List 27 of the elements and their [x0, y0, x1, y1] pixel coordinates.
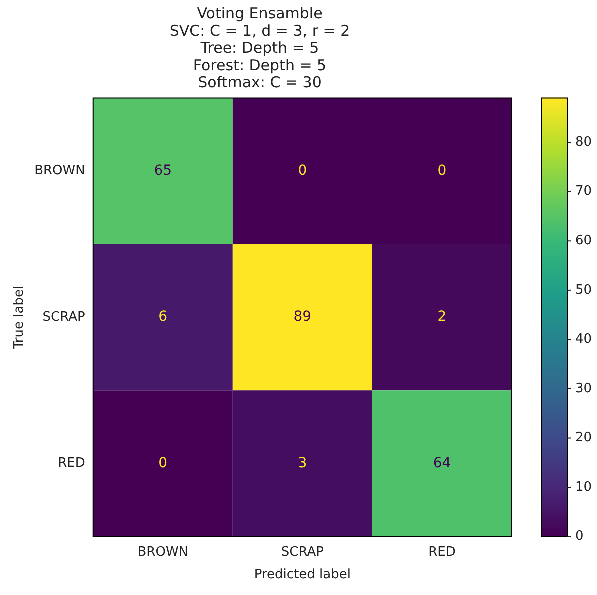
y-tick-label: SCRAP	[42, 310, 86, 325]
color-bar-label: 50	[576, 282, 592, 298]
x-tick-label: RED	[428, 544, 456, 560]
y-tick-label: RED	[58, 456, 86, 472]
x-tick-label: SCRAP	[281, 544, 324, 560]
data-label: 3	[298, 455, 308, 472]
color-bar-label: 80	[576, 134, 592, 150]
data-label: 6	[158, 309, 168, 326]
color-bar-label: 30	[576, 381, 592, 396]
data-label: 0	[298, 162, 308, 179]
data-label: 0	[438, 162, 447, 179]
chart-title: Voting Ensamble SVC: C = 1, d = 3, r = 2 Tree: Depth = 5 Forest: Depth = 5 Softmax: C = 30	[170, 4, 350, 92]
data-label: 0	[158, 455, 168, 472]
data-label: 64	[433, 455, 452, 472]
data-label: 2	[438, 309, 447, 326]
data-label: 89	[294, 309, 312, 326]
color-bar-label: 60	[576, 234, 592, 249]
y-axis-title: True label	[12, 286, 28, 350]
y-tick-label: BROWN	[34, 164, 86, 179]
color-bar-label: 20	[576, 430, 592, 446]
data-label: 65	[154, 162, 172, 179]
color-bar-label: 40	[576, 332, 592, 348]
color-bar-label: 70	[576, 184, 592, 200]
x-tick-label: BROWN	[138, 544, 189, 560]
color-bar-label: 10	[576, 480, 592, 495]
x-axis-title: Predicted label	[254, 568, 351, 583]
color-bar-label: 0	[576, 529, 584, 544]
